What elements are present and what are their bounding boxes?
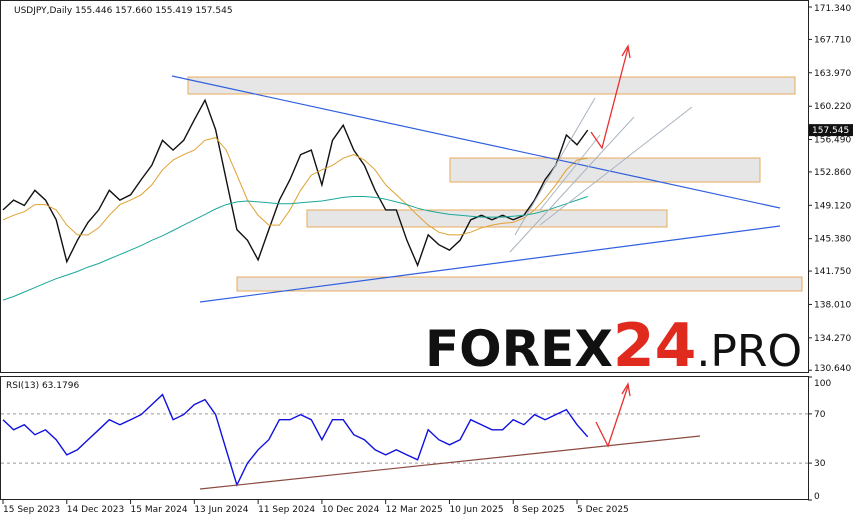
x-tick-label: 13 Jun 2024 [194, 505, 248, 515]
y-tick-label: 160.220 [814, 102, 851, 112]
x-tick-label: 10 Dec 2024 [322, 505, 380, 515]
y-tick-label: 138.010 [814, 300, 851, 310]
arrow-head [621, 382, 631, 397]
price-tag [809, 124, 853, 137]
x-tick-label: 12 Mar 2025 [386, 505, 443, 515]
series-line [2, 98, 589, 268]
y-tick-label: 30 [814, 459, 826, 469]
channel-line [539, 106, 693, 226]
y-tick-label: 171.340 [814, 4, 851, 14]
series-line [2, 137, 588, 236]
x-tick-label: 15 Mar 2024 [131, 505, 188, 515]
x-tick-label: 10 Jun 2025 [449, 505, 503, 515]
y-tick-label: 0 [814, 492, 820, 502]
x-tick-label: 11 Sep 2024 [258, 505, 315, 515]
y-tick-label: 152.860 [814, 168, 851, 178]
price-frame [0, 0, 809, 373]
y-tick-label: 100 [814, 379, 831, 389]
x-tick-label: 5 Dec 2025 [577, 505, 629, 515]
zone [187, 76, 796, 95]
channel-line [514, 97, 596, 236]
y-tick-label: 163.970 [814, 69, 851, 79]
watermark-part: 24 [613, 311, 697, 381]
y-tick-label: 149.120 [814, 201, 851, 211]
plot [1, 98, 808, 487]
series-line [2, 393, 589, 487]
arrow [590, 47, 629, 150]
zones [187, 76, 803, 292]
x-tick-label: 15 Sep 2023 [3, 505, 60, 515]
y-tick-label: 134.270 [814, 334, 851, 344]
watermark-part: FOREX [425, 320, 613, 378]
watermark: FOREX24.PRO [425, 311, 802, 381]
channel-line [509, 116, 635, 253]
y-tick-label: 145.380 [814, 235, 851, 245]
drawings [171, 44, 781, 490]
trend-line [199, 225, 781, 303]
watermark-part: .PRO [696, 326, 802, 377]
arrow-head [621, 44, 631, 59]
arrow [595, 385, 629, 448]
y-tick-label: 141.750 [814, 267, 851, 277]
trend-line [171, 75, 781, 209]
y-tick-label: 167.710 [814, 35, 851, 45]
price-tag-label: 157.545 [812, 126, 849, 136]
chart-title: USDJPY,Daily 155.446 157.660 155.419 157… [14, 6, 233, 16]
x-tick-label: 14 Dec 2023 [67, 505, 125, 515]
channel-line [539, 134, 601, 211]
y-tick-label: 130.640 [814, 364, 851, 374]
series-line [2, 196, 588, 301]
rsi-frame [0, 376, 809, 500]
x-tick-label: 8 Sep 2025 [513, 505, 564, 515]
zone [236, 276, 803, 292]
zone [306, 209, 668, 228]
rsi-title: RSI(13) 63.1796 [6, 381, 79, 391]
y-tick-label: 156.490 [814, 136, 851, 146]
y-tick-label: 70 [814, 410, 826, 420]
rsi-trend-line [199, 435, 701, 490]
